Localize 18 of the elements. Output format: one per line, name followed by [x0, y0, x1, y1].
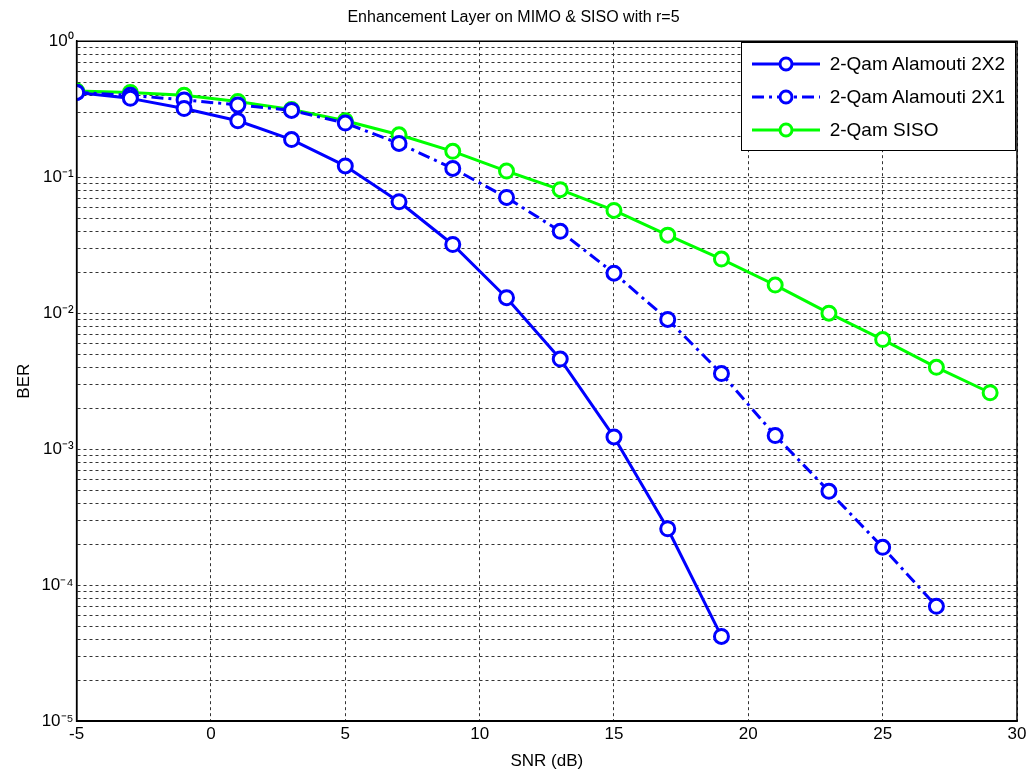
- legend-label: 2-Qam Alamouti 2X2: [829, 52, 1005, 75]
- x-tick-label: 25: [873, 724, 893, 744]
- x-tick-label: 20: [738, 724, 758, 744]
- y-axis-title: BER: [13, 363, 33, 399]
- y-tick-label: 10⁻¹: [43, 166, 74, 186]
- x-tick-label: 0: [206, 724, 216, 744]
- y-tick-label: 10⁻⁴: [41, 574, 74, 594]
- x-axis-title: SNR (dB): [510, 751, 584, 771]
- legend-label: 2-Qam Alamouti 2X1: [829, 85, 1005, 108]
- y-tick-label: 10⁰: [48, 30, 74, 50]
- y-tick-label: 10⁻²: [43, 302, 74, 322]
- x-tick-label: 10: [470, 724, 490, 744]
- chart-title: Enhancement Layer on MIMO & SISO with r=5: [347, 8, 680, 26]
- y-tick-label: 10⁻³: [43, 438, 74, 458]
- x-tick-label: 15: [604, 724, 624, 744]
- x-tick-label: 30: [1007, 724, 1027, 744]
- legend-label: 2-Qam SISO: [829, 118, 939, 141]
- x-tick-label: 5: [340, 724, 351, 744]
